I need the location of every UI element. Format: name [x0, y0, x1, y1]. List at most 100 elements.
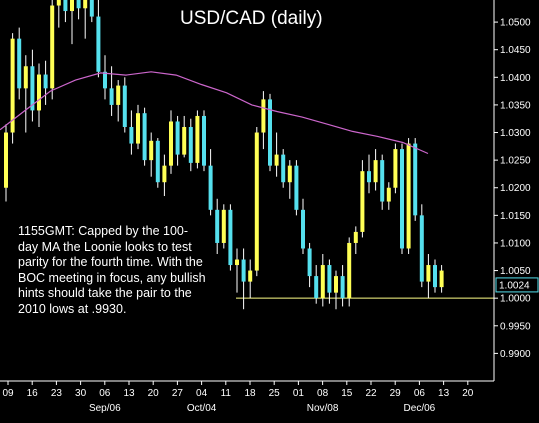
y-tick-label: 1.0100 — [500, 238, 531, 249]
candle-body — [327, 265, 332, 293]
candle-body — [103, 71, 107, 89]
candle-body — [129, 127, 134, 144]
candle-body — [419, 215, 424, 282]
candle-body — [142, 113, 147, 161]
x-tick-label: 04 — [196, 388, 208, 399]
y-tick-label: 1.0000 — [500, 294, 531, 305]
y-tick-label: 1.0500 — [500, 18, 531, 29]
x-tick-label: 18 — [244, 388, 256, 399]
candle-body — [136, 113, 140, 144]
candle-body — [162, 165, 167, 183]
month-label: Oct/04 — [187, 403, 217, 414]
candle-body — [413, 143, 418, 216]
candle-body — [116, 85, 121, 105]
month-label: Nov/08 — [307, 403, 339, 414]
candle-body — [433, 265, 437, 288]
candle-body — [208, 165, 213, 210]
candle-body — [373, 160, 378, 183]
x-tick-label: 20 — [462, 388, 474, 399]
candle-body — [301, 209, 305, 249]
candle-body — [23, 66, 28, 89]
y-tick-label: 1.0250 — [500, 156, 531, 167]
y-tick-label: 1.0200 — [500, 183, 531, 194]
axes-layer: 1.0500 1.0450 1.0400 1.0350 1.0300 1.0250 1.02… — [0, 0, 539, 414]
current-price-label: 1.0024 — [499, 280, 530, 291]
candle-body — [294, 165, 299, 210]
candle-body — [215, 209, 220, 243]
candle-body — [10, 38, 15, 133]
candle-body — [426, 265, 431, 282]
candle-body — [50, 5, 55, 89]
moving-average-layer — [0, 71, 429, 155]
candle-body — [406, 143, 411, 249]
x-tick-label: 06 — [99, 388, 111, 399]
candle-body — [109, 88, 114, 105]
candle-body — [320, 265, 325, 299]
y-tick-label: 1.0300 — [500, 128, 531, 139]
chart-annotation: 1155GMT: Capped by the 100-day MA the Lo… — [18, 224, 206, 316]
x-tick-label: 22 — [365, 388, 377, 399]
current-price-box — [495, 277, 539, 293]
candle-body — [37, 74, 41, 111]
candle-body — [235, 259, 239, 266]
candles-layer — [4, 0, 444, 310]
candle-body — [360, 171, 365, 232]
candle-body — [221, 209, 226, 243]
candle-body — [182, 127, 187, 155]
candle-body — [70, 0, 74, 12]
x-tick-label: 09 — [2, 388, 14, 399]
candle-body — [188, 127, 193, 163]
candle-body — [281, 154, 286, 183]
x-tick-label: 25 — [269, 388, 281, 399]
candle-body — [261, 99, 266, 133]
y-tick-label: 0.9950 — [500, 321, 531, 332]
candle-body — [241, 259, 246, 282]
y-tick-label: 1.0150 — [500, 211, 531, 222]
y-tick-label: 0.9900 — [500, 349, 531, 360]
y-tick-label: 1.0350 — [500, 100, 531, 111]
candle-body — [76, 0, 81, 9]
x-tick-label: 20 — [148, 388, 160, 399]
candle-body — [195, 115, 200, 163]
candle-body — [268, 99, 272, 166]
y-tick-label: 1.0050 — [500, 266, 531, 277]
candle-body — [155, 140, 160, 183]
candle-body — [56, 0, 61, 6]
x-tick-label: 11 — [221, 388, 232, 399]
month-label: Sep/06 — [89, 403, 121, 414]
candle-body — [175, 121, 180, 155]
candle-body — [400, 149, 404, 249]
candle-body — [149, 140, 154, 161]
x-tick-label: 23 — [51, 388, 63, 399]
moving-average-line — [0, 71, 429, 155]
candle-body — [307, 248, 312, 277]
candle-body — [30, 66, 35, 111]
candle-body — [228, 209, 233, 266]
candle-body — [353, 231, 358, 243]
x-tick-label: 08 — [317, 388, 329, 399]
x-tick-label: 06 — [414, 388, 426, 399]
month-label: Dec/06 — [404, 403, 436, 414]
x-tick-label: 13 — [123, 388, 135, 399]
candle-body — [43, 74, 48, 89]
candle-body — [254, 132, 259, 271]
candle-body — [4, 132, 8, 188]
candle-body — [347, 242, 352, 299]
candle-body — [63, 0, 68, 12]
candle-body — [17, 38, 22, 89]
candle-body — [334, 276, 338, 293]
candle-body — [169, 121, 173, 166]
candle-body — [202, 115, 206, 166]
x-tick-label: 15 — [341, 388, 353, 399]
x-tick-label: 01 — [293, 388, 305, 399]
x-tick-label: 16 — [27, 388, 39, 399]
x-tick-label: 13 — [438, 388, 450, 399]
x-tick-label: 27 — [172, 388, 184, 399]
y-tick-label: 1.0450 — [500, 45, 531, 56]
candle-body — [248, 270, 253, 282]
candle-body — [380, 160, 385, 202]
candle-body — [287, 165, 292, 183]
candle-body — [89, 0, 94, 17]
x-tick-label: 30 — [75, 388, 87, 399]
